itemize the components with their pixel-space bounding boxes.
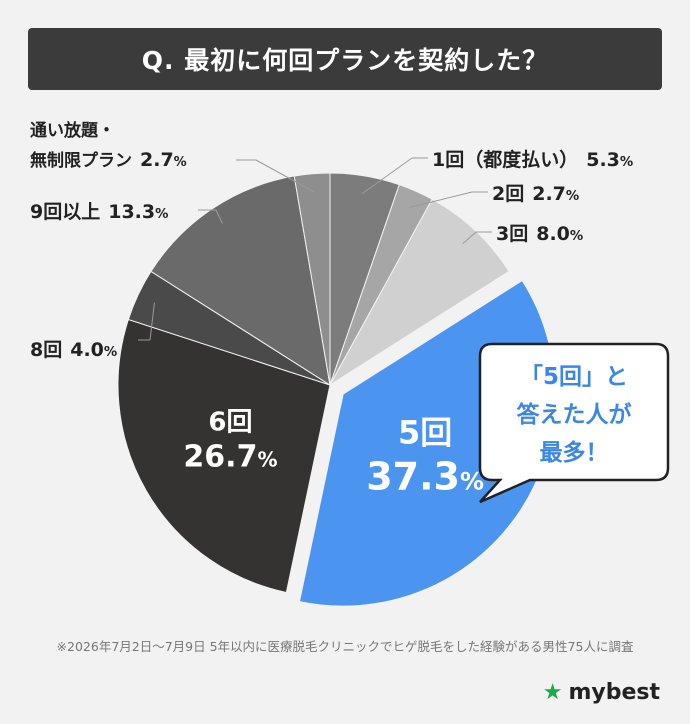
slice-label-3: 5回 — [398, 413, 452, 451]
slice-label-5: 8回 4.0% — [30, 339, 117, 361]
leader-line-6 — [215, 209, 223, 224]
slice-value-4: 26.7% — [183, 440, 277, 475]
slice-label-0: 1回（都度払い） 5.3% — [432, 148, 633, 171]
leader-line-1 — [408, 191, 473, 209]
survey-footnote: ※2026年7月2日〜7月9日 5年以内に医療脱毛クリニックでヒゲ脱毛をした経験… — [56, 639, 634, 654]
pie-slice-7 — [293, 172, 331, 386]
callout-bubble — [478, 342, 670, 504]
callout-line-2: 最多！ — [540, 439, 609, 466]
callout-line-0: 「5回」と — [520, 364, 628, 390]
pie-slice-4 — [117, 318, 331, 594]
slice-label-1: 2回 2.7% — [492, 183, 579, 205]
leader-line-2 — [462, 231, 477, 244]
leader-line-7 — [255, 159, 314, 193]
callout-line-1: 答えた人が — [517, 401, 632, 428]
slice-label-7-line2: 無制限プラン 2.7% — [30, 149, 187, 171]
pie-slice-2 — [329, 198, 510, 386]
brand-logo: ★ mybest — [543, 680, 660, 705]
slice-label-4: 6回 — [208, 408, 252, 438]
slice-label-2: 3回 8.0% — [496, 223, 583, 245]
slice-label-7: 通い放題・ — [30, 120, 115, 141]
star-icon: ★ — [542, 680, 563, 705]
pie-slice-6 — [150, 175, 331, 387]
chart-title: Q. 最初に何回プランを契約した？ — [141, 46, 549, 75]
leader-line-5 — [149, 302, 155, 341]
slice-label-6: 9回以上 13.3% — [30, 201, 168, 223]
brand-name: mybest — [568, 680, 660, 705]
leader-line-0 — [361, 157, 413, 195]
chart-title-bar: Q. 最初に何回プランを契約した？ — [28, 28, 662, 90]
